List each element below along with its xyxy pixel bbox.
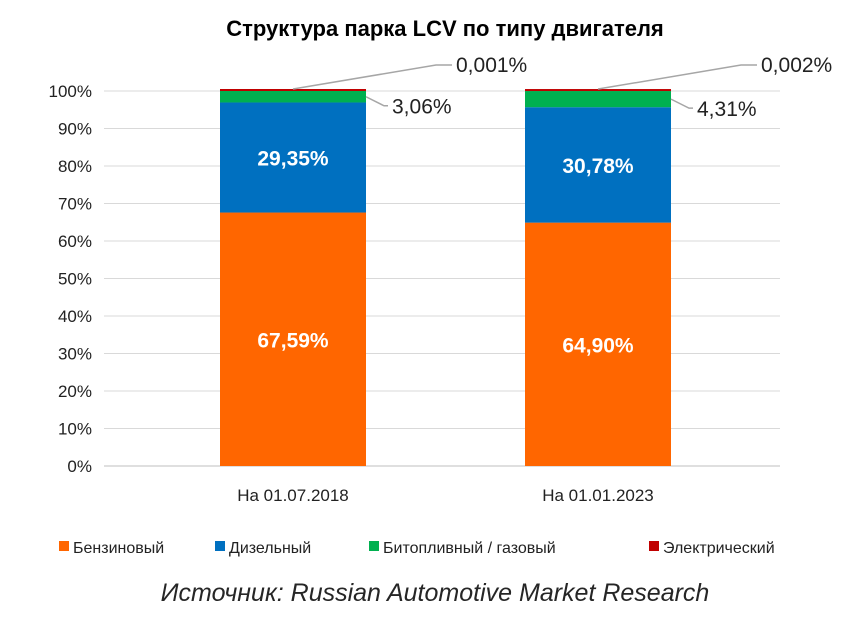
bar-segment bbox=[220, 102, 366, 213]
legend: Бензиновый Дизельный Битопливный / газовый… bbox=[59, 540, 775, 557]
data-label: 0,002% bbox=[761, 54, 832, 77]
y-tick-label: 0% bbox=[67, 457, 92, 476]
source-note: Источник: Russian Automotive Market Rese… bbox=[161, 579, 710, 607]
y-axis-ticks: 0% 10% 20% 30% 40% 50% 60% 70% 80% 90% 100% bbox=[49, 82, 92, 476]
bars bbox=[220, 89, 671, 466]
y-tick-label: 50% bbox=[58, 270, 92, 289]
bar-segment bbox=[220, 212, 366, 466]
y-tick-label: 80% bbox=[58, 157, 92, 176]
data-label: 3,06% bbox=[392, 96, 452, 119]
bar-segment bbox=[525, 91, 671, 108]
bar-segment bbox=[525, 222, 671, 466]
y-tick-label: 10% bbox=[58, 420, 92, 439]
legend-label: Бензиновый bbox=[73, 540, 164, 557]
chart-title: Структура парка LCV по типу двигателя bbox=[226, 16, 664, 41]
leader-line bbox=[365, 96, 388, 107]
data-label: 30,78% bbox=[562, 155, 634, 178]
y-tick-label: 20% bbox=[58, 382, 92, 401]
y-tick-label: 100% bbox=[49, 82, 92, 101]
legend-swatch bbox=[59, 541, 69, 551]
legend-swatch bbox=[649, 541, 659, 551]
gridlines bbox=[104, 90, 780, 467]
legend-label: Битопливный / газовый bbox=[383, 540, 556, 557]
y-tick-label: 70% bbox=[58, 195, 92, 214]
legend-label: Дизельный bbox=[229, 540, 311, 557]
legend-swatch bbox=[215, 541, 225, 551]
data-label: 0,001% bbox=[456, 54, 527, 77]
bar-segment bbox=[525, 107, 671, 223]
leader-line bbox=[597, 64, 757, 90]
y-tick-label: 60% bbox=[58, 232, 92, 251]
data-label: 4,31% bbox=[697, 98, 757, 121]
data-label: 64,90% bbox=[562, 334, 634, 357]
data-label: 29,35% bbox=[257, 148, 329, 171]
legend-label: Электрический bbox=[663, 540, 775, 557]
data-label: 67,59% bbox=[257, 329, 329, 352]
y-tick-label: 90% bbox=[58, 120, 92, 139]
leader-line bbox=[292, 64, 452, 90]
x-category-label: На 01.01.2023 bbox=[542, 486, 654, 505]
x-category-label: На 01.07.2018 bbox=[237, 486, 349, 505]
legend-swatch bbox=[369, 541, 379, 551]
x-axis-categories: На 01.07.2018 На 01.01.2023 bbox=[237, 486, 654, 505]
y-tick-label: 40% bbox=[58, 307, 92, 326]
bar-segment bbox=[220, 91, 366, 103]
bar-segment bbox=[220, 89, 366, 91]
leader-line bbox=[670, 98, 693, 109]
bar-segment bbox=[525, 89, 671, 92]
data-labels: 67,59% 29,35% 3,06%0,001% 64,90% 30,78% 4,31%… bbox=[257, 54, 832, 357]
y-tick-label: 30% bbox=[58, 345, 92, 364]
